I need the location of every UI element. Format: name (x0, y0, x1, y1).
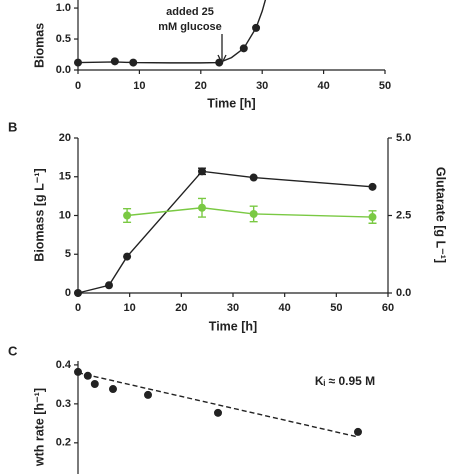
x-tick-label: 60 (382, 302, 394, 314)
x-tick-label: 10 (124, 302, 136, 314)
y-tick-label: 1.0 (56, 2, 71, 14)
y-tick-label: 0.2 (56, 437, 71, 449)
y-tick-label: 0.5 (56, 33, 71, 45)
x-tick-label: 50 (379, 80, 391, 92)
data-point (214, 408, 222, 417)
panel-label: C (8, 343, 18, 358)
y2-axis-title: Glutarate [g L⁻¹] (434, 167, 448, 263)
x-tick-label: 10 (133, 80, 145, 92)
y-tick-label: 10 (59, 209, 71, 221)
annotation: Kᵢ ≈ 0.95 M (315, 374, 375, 388)
annotation: mM glucose (158, 21, 222, 33)
x-tick-label: 0 (75, 80, 81, 92)
data-point (354, 427, 362, 436)
series-line (77, 170, 373, 294)
data-point (198, 203, 206, 212)
data-point (123, 211, 132, 220)
y-tick-label: 0.3 (56, 398, 71, 410)
y2-tick-label: 0.0 (396, 287, 411, 299)
x-tick-label: 20 (175, 302, 187, 314)
y-tick-label: 0.0 (56, 64, 71, 76)
data-point (74, 289, 82, 297)
data-point (198, 167, 206, 176)
x-axis-title: Time [h] (207, 96, 255, 110)
data-point (74, 58, 82, 67)
y-axis-title: Biomass [g L⁻¹] (32, 168, 46, 261)
data-point (249, 209, 258, 218)
y-axis-title: wth rate [h⁻¹] (32, 388, 46, 467)
data-point (105, 281, 113, 290)
data-point (368, 182, 377, 191)
y-axis-title: Biomas (32, 23, 46, 68)
data-point (90, 379, 99, 388)
y-tick-label: 0 (65, 287, 71, 299)
x-tick-label: 40 (317, 80, 329, 92)
data-point (109, 385, 117, 394)
data-point (144, 390, 152, 399)
y-tick-label: 0.4 (56, 359, 72, 371)
x-tick-label: 0 (75, 302, 81, 314)
y2-tick-label: 5.0 (396, 132, 411, 144)
y-tick-label: 15 (59, 171, 71, 183)
y-tick-label: 20 (59, 132, 71, 144)
annotation: added 25 (166, 6, 214, 18)
x-tick-label: 30 (256, 80, 268, 92)
x-tick-label: 40 (279, 302, 291, 314)
y2-tick-label: 2.5 (396, 209, 411, 221)
panel-label: B (8, 119, 17, 134)
y-tick-label: 5 (65, 248, 71, 260)
data-point (123, 252, 132, 261)
data-point (368, 213, 377, 222)
x-tick-label: 50 (330, 302, 342, 314)
x-tick-label: 30 (227, 302, 239, 314)
x-tick-label: 20 (195, 80, 207, 92)
series-line (77, 0, 267, 64)
data-point (74, 367, 82, 376)
x-axis-title: Time [h] (209, 319, 257, 333)
data-point (249, 173, 258, 182)
series-line (127, 207, 373, 218)
data-point (83, 371, 92, 380)
